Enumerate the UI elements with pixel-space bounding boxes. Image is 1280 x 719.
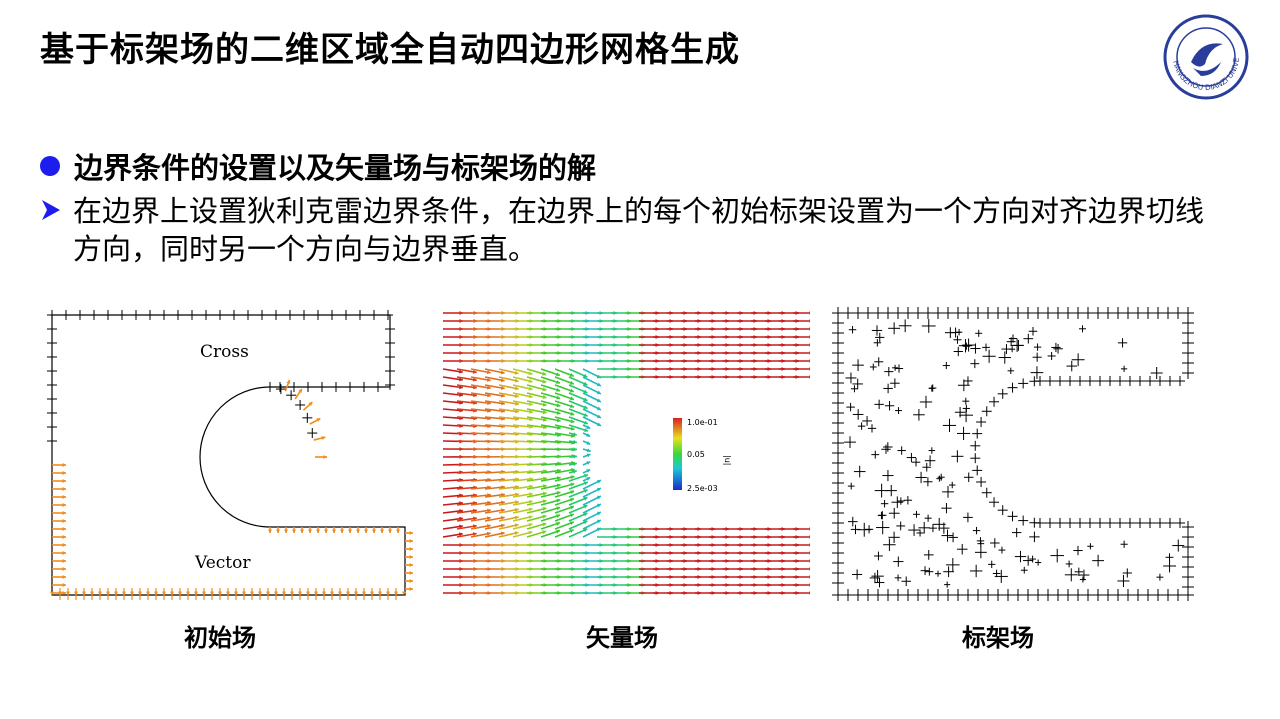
colorbar-max: 1.0e-01: [687, 418, 718, 427]
sub-bullet: 在边界上设置狄利克雷边界条件，在边界上的每个初始标架设置为一个方向对齐边界切线方…: [40, 192, 1230, 268]
arrow-bullet-icon: [42, 200, 60, 220]
frame-field-figure: [832, 307, 1194, 601]
cross-label: Cross: [200, 342, 249, 362]
caption-frame-field: 标架场: [962, 624, 1034, 652]
colorbar-min: 2.5e-03: [687, 484, 718, 493]
bullet-text: 边界条件的设置以及矢量场与标架场的解: [74, 151, 597, 185]
colorbar: [673, 418, 682, 490]
vector-field-figure: 1.0e-01 0.05 2.5e-03 |u|: [442, 310, 810, 596]
vector-label: Vector: [194, 553, 251, 573]
caption-initial-field: 初始场: [184, 624, 256, 652]
colorbar-mid: 0.05: [687, 450, 705, 459]
bullet-heading: 边界条件的设置以及矢量场与标架场的解: [40, 145, 596, 187]
sub-bullet-text: 在边界上设置狄利克雷边界条件，在边界上的每个初始标架设置为一个方向对齐边界切线方…: [73, 194, 1205, 266]
university-logo: HANGZHOU DIANZI UNIVERSITY: [1163, 14, 1249, 100]
initial-field-figure: Cross Vector: [47, 310, 413, 600]
bullet-dot-icon: [40, 156, 60, 176]
caption-vector-field: 矢量场: [586, 624, 658, 652]
slide-title: 基于标架场的二维区域全自动四边形网格生成: [40, 30, 740, 70]
colorbar-symbol: |u|: [723, 455, 732, 465]
